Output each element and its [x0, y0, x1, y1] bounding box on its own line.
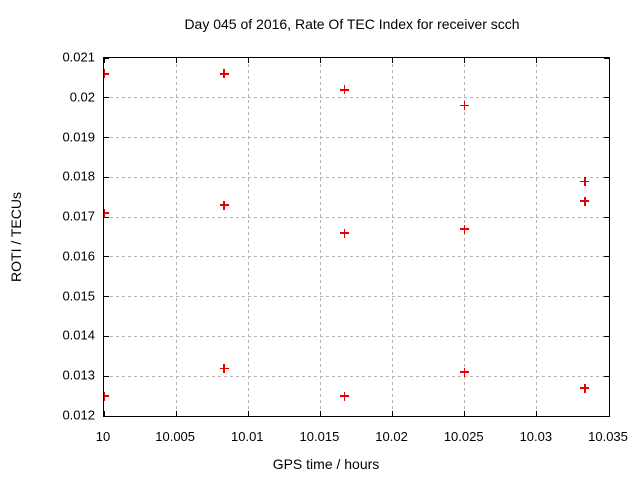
tick-mark-top [247, 58, 249, 63]
data-point-marker [219, 200, 229, 210]
x-tick-label: 10.015 [299, 429, 340, 444]
tick-mark-top [104, 58, 105, 63]
data-point-marker [104, 208, 109, 218]
gridline-vertical [247, 58, 249, 416]
x-tick-label: 10.01 [231, 429, 264, 444]
x-axis-label: GPS time / hours [272, 456, 380, 472]
tick-mark-left [104, 296, 109, 298]
chart-title: Day 045 of 2016, Rate Of TEC Index for r… [184, 16, 520, 32]
x-tick-label: 10.005 [155, 429, 196, 444]
tick-mark-right [604, 415, 609, 416]
tick-mark-bottom [319, 411, 321, 416]
data-point-marker [219, 69, 229, 79]
tick-mark-left [104, 97, 109, 99]
data-point-marker [104, 391, 109, 401]
gridline-horizontal [104, 256, 609, 258]
tick-mark-bottom [536, 411, 538, 416]
tick-mark-top [175, 58, 177, 63]
gridline-horizontal [104, 216, 609, 218]
gridline-vertical [175, 58, 177, 416]
gridline-horizontal [104, 335, 609, 337]
gridline-vertical [392, 58, 394, 416]
tick-mark-bottom [104, 411, 105, 416]
tick-mark-bottom [247, 411, 249, 416]
y-tick-label: 0.016 [62, 248, 95, 264]
tick-mark-left [104, 137, 109, 139]
data-point-marker [219, 363, 229, 373]
tick-mark-top [536, 58, 538, 63]
y-tick-label: 0.019 [62, 129, 95, 145]
data-point-marker [339, 391, 349, 401]
y-tick-label: 0.014 [62, 327, 95, 343]
data-point-marker [460, 101, 470, 111]
tick-mark-left [104, 335, 109, 337]
data-point-marker [460, 224, 470, 234]
tick-mark-top [392, 58, 394, 63]
x-tick-label: 10.025 [443, 429, 484, 444]
tick-mark-bottom [392, 411, 394, 416]
y-tick-label: 0.021 [62, 49, 95, 65]
tick-mark-left [104, 216, 109, 218]
tick-mark-left [104, 256, 109, 258]
gridline-horizontal [104, 176, 609, 178]
gridline-vertical [536, 58, 538, 416]
tick-mark-bottom [175, 411, 177, 416]
data-point-marker [580, 383, 590, 393]
tick-mark-right [604, 296, 609, 298]
gridline-horizontal [104, 296, 609, 298]
tick-mark-left [104, 58, 109, 59]
tick-mark-right [604, 375, 609, 377]
tick-mark-bottom [608, 411, 609, 416]
y-axis-label: ROTI / TECUs [8, 192, 24, 282]
tick-mark-left [104, 375, 109, 377]
tick-mark-right [604, 176, 609, 178]
x-tick-label: 10 [95, 429, 111, 444]
y-tick-label: 0.012 [62, 407, 95, 423]
tick-mark-top [464, 58, 466, 63]
y-tick-label: 0.02 [69, 89, 95, 105]
gridline-horizontal [104, 97, 609, 99]
tick-mark-right [604, 216, 609, 218]
gridline-horizontal [104, 137, 609, 139]
data-point-marker [104, 69, 109, 79]
data-point-marker [339, 228, 349, 238]
data-point-marker [580, 196, 590, 206]
y-tick-label: 0.013 [62, 367, 95, 383]
plot-area [103, 57, 610, 417]
gridline-vertical [464, 58, 466, 416]
tick-mark-top [608, 58, 609, 63]
tick-mark-left [104, 415, 109, 416]
y-tick-label: 0.015 [62, 288, 95, 304]
data-point-marker [460, 367, 470, 377]
tick-mark-right [604, 137, 609, 139]
gridline-vertical [319, 58, 321, 416]
x-tick-label: 10.035 [588, 429, 628, 444]
gridline-horizontal [104, 375, 609, 377]
tick-mark-right [604, 97, 609, 99]
data-point-marker [580, 176, 590, 186]
data-point-marker [339, 85, 349, 95]
x-tick-label: 10.02 [375, 429, 408, 444]
tick-mark-left [104, 176, 109, 178]
tick-mark-right [604, 256, 609, 258]
tick-mark-bottom [464, 411, 466, 416]
y-tick-label: 0.017 [62, 208, 95, 224]
x-tick-label: 10.03 [519, 429, 553, 444]
tick-mark-top [319, 58, 321, 63]
y-tick-label: 0.018 [62, 168, 95, 184]
tick-mark-right [604, 335, 609, 337]
tick-mark-right [604, 58, 609, 59]
